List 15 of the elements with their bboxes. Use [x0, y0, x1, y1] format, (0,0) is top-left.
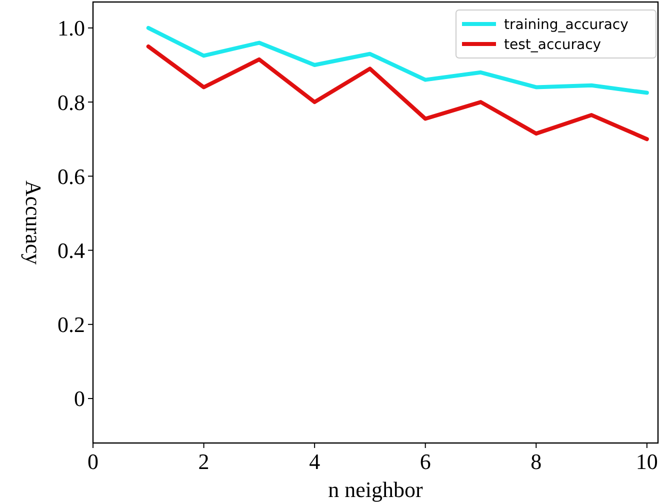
x-tick-label: 8 [530, 449, 542, 474]
x-tick-label: 10 [636, 449, 658, 474]
y-tick-label: 0.6 [58, 164, 85, 189]
y-tick-label: 0.8 [58, 90, 85, 115]
x-tick-label: 4 [309, 449, 320, 474]
y-tick-label: 0 [74, 386, 85, 412]
y-axis-title: Accuracy [21, 180, 46, 265]
y-tick-label: 1.0 [58, 16, 85, 41]
x-axis-title: n neighbor [328, 477, 424, 502]
legend-label: training_accuracy [504, 16, 628, 33]
y-tick-label: 0.4 [58, 238, 85, 263]
x-tick-label: 6 [420, 449, 431, 474]
y-tick-label: 0.2 [58, 312, 85, 338]
x-tick-label: 2 [198, 449, 210, 474]
legend-label: test_accuracy [504, 36, 602, 53]
